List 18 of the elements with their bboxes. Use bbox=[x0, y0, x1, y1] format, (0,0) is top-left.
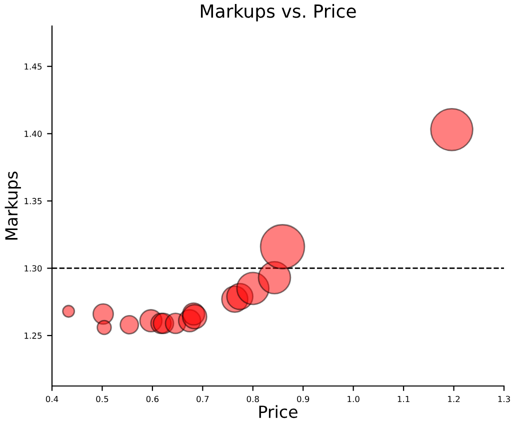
x-tick-label: 0.5 bbox=[96, 396, 108, 402]
y-tick-label: 1.30 bbox=[24, 265, 42, 272]
y-tick-label: 1.45 bbox=[24, 63, 42, 70]
x-tick-label: 0.7 bbox=[196, 396, 209, 402]
x-tick-label: 0.6 bbox=[146, 396, 159, 402]
x-tick-label: 0.9 bbox=[297, 396, 310, 402]
x-tick-label: 1.2 bbox=[448, 396, 460, 402]
y-tick-label: 1.25 bbox=[24, 332, 42, 339]
x-tick-label: 1.0 bbox=[348, 396, 360, 402]
chart-title: Markups vs. Price bbox=[200, 4, 356, 22]
x-tick-label: 1.1 bbox=[398, 396, 410, 402]
x-axis-title: Price bbox=[259, 405, 298, 418]
x-tick-label: 0.8 bbox=[246, 396, 259, 402]
y-axis-title: Markups bbox=[4, 172, 21, 240]
y-tick-label: 1.35 bbox=[24, 198, 42, 204]
x-tick-label: 0.4 bbox=[46, 396, 58, 402]
x-tick-label: 1.3 bbox=[498, 396, 510, 402]
y-tick-label: 1.40 bbox=[24, 130, 42, 137]
